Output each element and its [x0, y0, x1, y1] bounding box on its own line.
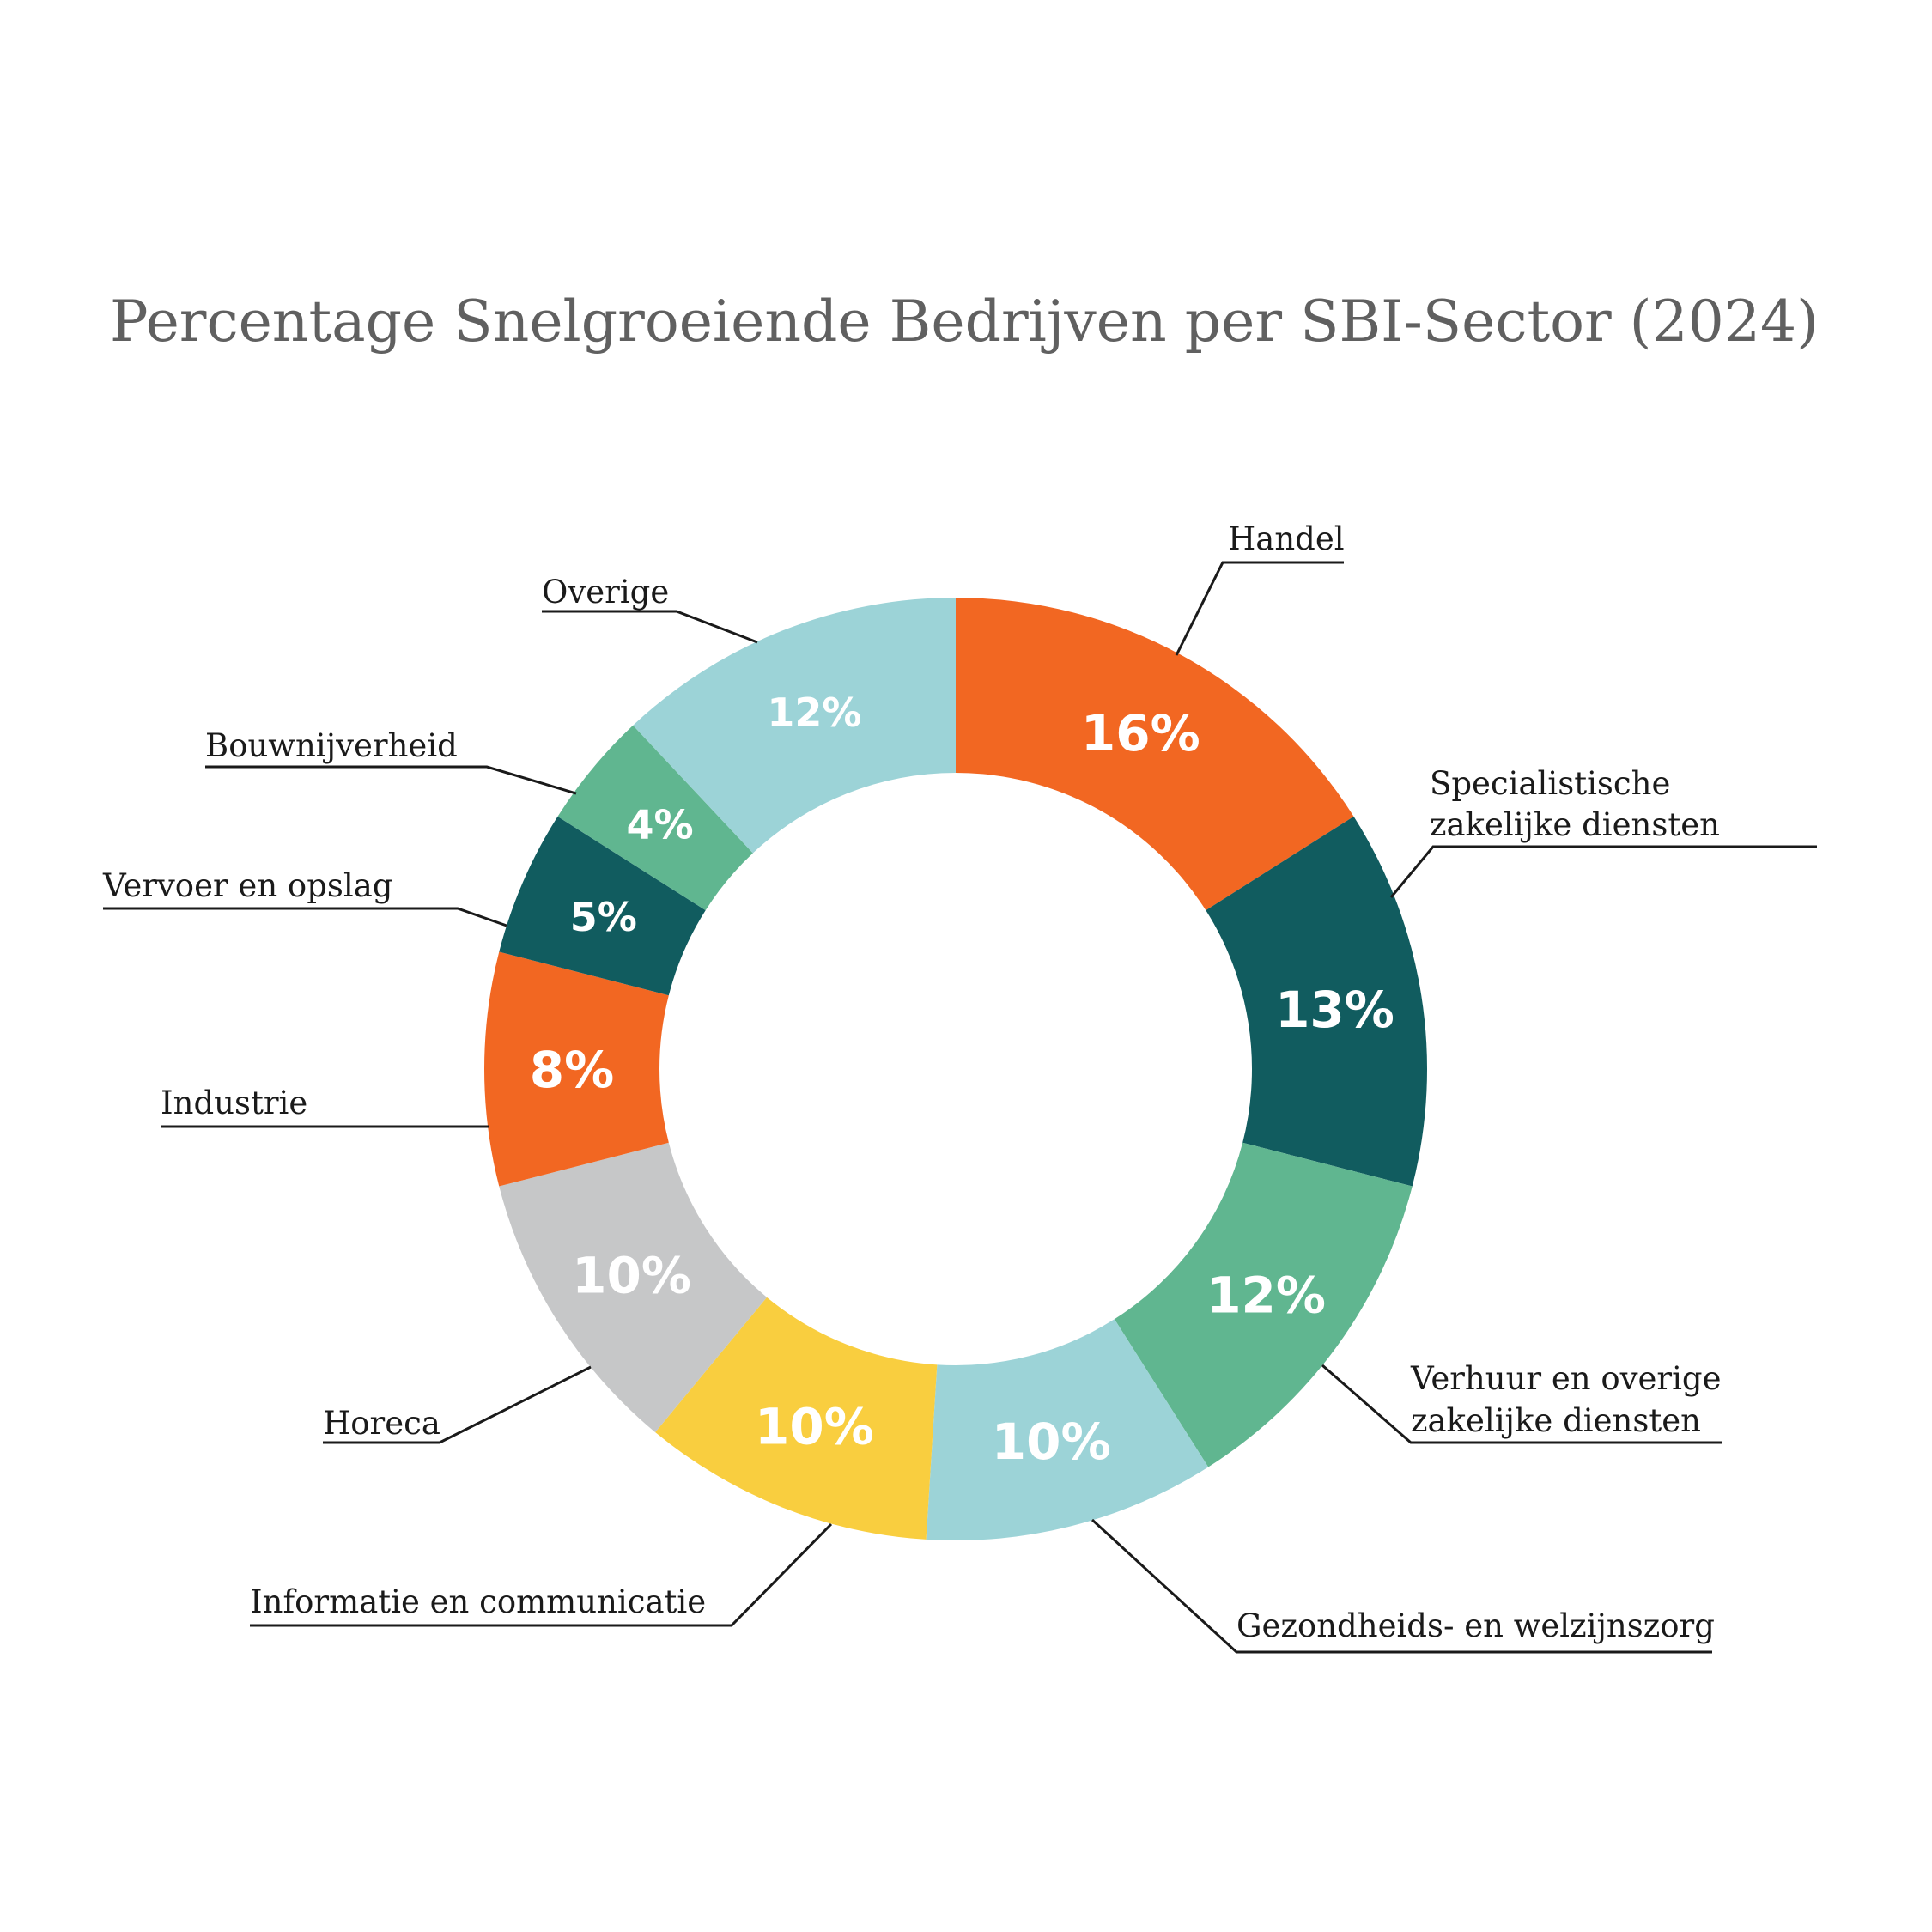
slice-value-industrie: 8%	[530, 1041, 614, 1099]
leader-line-specialistische-zakelijke-diensten	[1389, 845, 1817, 898]
leader-line-verhuur-en-overige-zakelijke-diensten	[1321, 1364, 1722, 1444]
slice-overige	[633, 598, 956, 854]
category-label-gezondheids-en-welzijnszorg: Gezondheids- en welzijnszorg	[1236, 1607, 1715, 1644]
category-label-specialistische-zakelijke-diensten: Specialistische zakelijke diensten	[1430, 765, 1720, 843]
slice-verhuur-en-overige-zakelijke-diensten	[1114, 1142, 1413, 1467]
slice-value-horeca: 10%	[572, 1246, 691, 1304]
slice-vervoer-en-opslag	[499, 816, 706, 996]
leader-line-vervoer-en-opslag	[103, 907, 507, 927]
slice-handel	[956, 598, 1354, 911]
leader-line-handel	[1175, 561, 1344, 656]
slice-bouwnijverheid	[557, 725, 753, 911]
category-label-horeca: Horeca	[323, 1405, 440, 1442]
category-label-handel: Handel	[1228, 520, 1345, 557]
leader-line-informatie-en-communicatie	[250, 1522, 833, 1627]
category-label-verhuur-en-overige-zakelijke-diensten: Verhuur en overige zakelijke diensten	[1410, 1360, 1722, 1439]
slice-value-gezondheids-en-welzijnszorg: 10%	[992, 1413, 1111, 1471]
slice-value-bouwnijverheid: 4%	[627, 802, 694, 848]
category-label-informatie-en-communicatie: Informatie en communicatie	[250, 1583, 706, 1620]
category-label-vervoer-en-opslag: Vervoer en opslag	[102, 867, 392, 904]
leader-line-overige	[542, 610, 758, 644]
category-label-bouwnijverheid: Bouwnijverheid	[205, 727, 458, 764]
slice-value-vervoer-en-opslag: 5%	[570, 894, 637, 940]
slice-horeca	[499, 1142, 768, 1433]
slice-value-informatie-en-communicatie: 10%	[755, 1397, 874, 1455]
slice-informatie-en-communicatie	[655, 1297, 938, 1540]
chart-title: Percentage Snelgroeiende Bedrijven per S…	[110, 289, 1819, 355]
slice-gezondheids-en-welzijnszorg	[926, 1319, 1209, 1540]
category-label-overige: Overige	[542, 574, 669, 611]
slice-specialistische-zakelijke-diensten	[1206, 816, 1427, 1187]
leader-line-bouwnijverheid	[205, 765, 577, 795]
slice-industrie	[484, 951, 669, 1187]
leader-line-gezondheids-en-welzijnszorg	[1091, 1518, 1712, 1654]
slice-value-overige: 12%	[767, 690, 861, 736]
slice-value-specialistische-zakelijke-diensten: 13%	[1275, 981, 1394, 1039]
category-label-industrie: Industrie	[161, 1084, 307, 1121]
leader-line-horeca	[323, 1365, 592, 1444]
slice-value-verhuur-en-overige-zakelijke-diensten: 12%	[1206, 1267, 1326, 1325]
slice-value-handel: 16%	[1081, 704, 1200, 762]
